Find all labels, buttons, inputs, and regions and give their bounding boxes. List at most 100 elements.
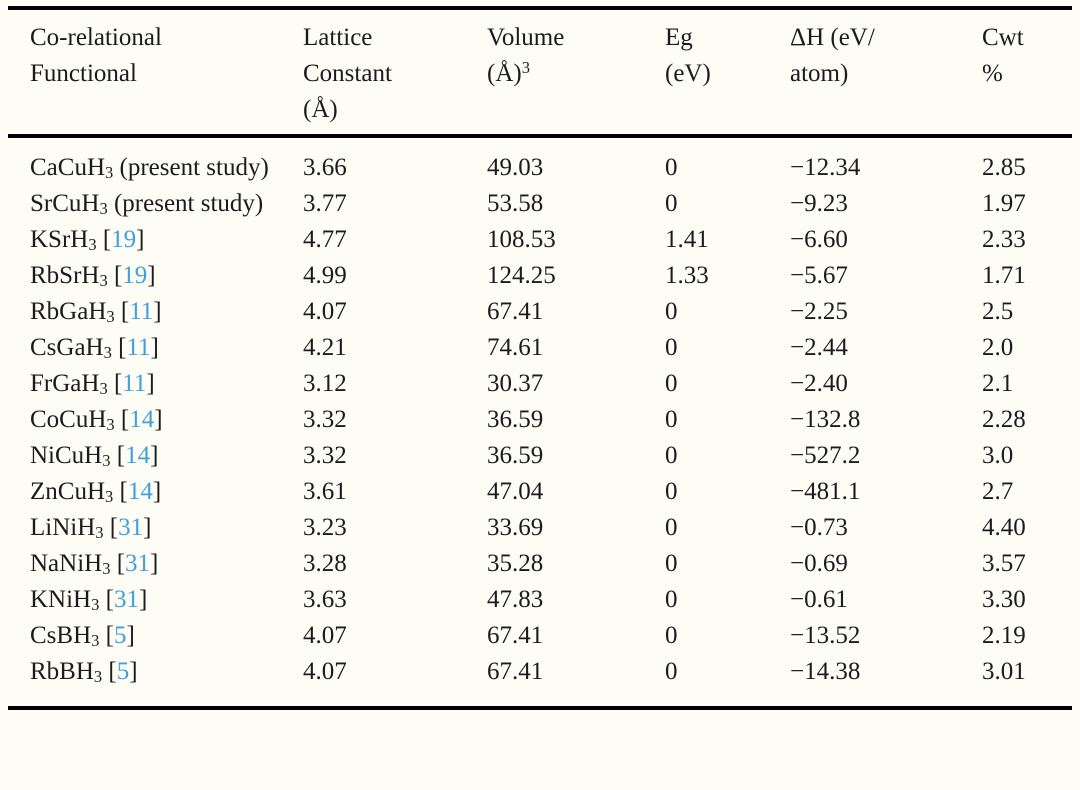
citation-ref[interactable]: 11 (122, 370, 147, 397)
gravimetric-capacity-cell: 2.0 (982, 334, 1014, 361)
gravimetric-capacity-cell: 2.33 (982, 226, 1026, 253)
citation-ref[interactable]: 14 (129, 406, 155, 433)
compound-cell: RbBH3 [5] (8, 654, 303, 708)
header-row: Co-relational Functional Lattice Constan… (8, 8, 1072, 138)
gravimetric-capacity-cell: 1.71 (982, 262, 1026, 289)
band-gap-cell: 0 (665, 658, 678, 685)
compound-formula: FrGaH3 (30, 370, 108, 399)
band-gap-cell: 0 (665, 550, 678, 577)
citation-ref[interactable]: 14 (127, 478, 153, 505)
paper-table-page: Co-relational Functional Lattice Constan… (8, 6, 1072, 710)
data-table: Co-relational Functional Lattice Constan… (8, 6, 1072, 710)
citation-ref[interactable]: 19 (122, 262, 148, 289)
gravimetric-capacity-cell: 3.01 (982, 658, 1026, 685)
compound-formula: CsGaH3 (30, 334, 112, 363)
band-gap-cell: 0 (665, 334, 678, 361)
citation: [31] (116, 550, 159, 577)
formation-enthalpy-cell: −14.38 (790, 658, 861, 685)
formation-enthalpy-cell: −132.8 (790, 406, 861, 433)
header-line: Lattice (303, 24, 373, 51)
formula-subscript: 3 (93, 667, 103, 687)
lattice-constant-cell: 4.07 (303, 298, 347, 325)
citation-ref[interactable]: 19 (111, 226, 137, 253)
citation: [14] (119, 478, 162, 505)
citation: [5] (108, 658, 138, 685)
volume-cell: 67.41 (487, 298, 544, 325)
volume-cell: 53.58 (487, 190, 544, 217)
volume-cell: 108.53 (487, 226, 556, 253)
citation: [19] (113, 262, 156, 289)
table-row: CsGaH3 [11] 4.21 74.61 0 −2.44 2.0 (8, 330, 1072, 366)
table-row: CoCuH3 [14] 3.32 36.59 0 −132.8 2.28 (8, 402, 1072, 438)
formation-enthalpy-cell: −527.2 (790, 442, 861, 469)
citation-ref[interactable]: 11 (129, 298, 154, 325)
header-line: Eg (665, 24, 693, 51)
compound-formula: RbBH3 (30, 658, 103, 687)
compound-formula: RbGaH3 (30, 298, 115, 327)
volume-cell: 47.83 (487, 586, 544, 613)
compound-cell: CsGaH3 [11] (8, 330, 303, 366)
formula-subscript: 3 (91, 631, 100, 651)
formula-subscript: 3 (99, 199, 108, 219)
citation-ref[interactable]: 11 (126, 334, 151, 361)
citation-ref[interactable]: 31 (125, 550, 151, 577)
band-gap-cell: 0 (665, 154, 678, 181)
formation-enthalpy-cell: −481.1 (790, 478, 861, 505)
formation-enthalpy-cell: −0.73 (790, 514, 848, 541)
formula-subscript: 3 (102, 559, 111, 579)
band-gap-cell: 0 (665, 298, 678, 325)
lattice-constant-cell: 4.07 (303, 658, 347, 685)
header-line: (Å) (303, 96, 338, 123)
header-line: % (982, 60, 1003, 87)
gravimetric-capacity-cell: 2.5 (982, 298, 1014, 325)
formation-enthalpy-cell: −0.61 (790, 586, 848, 613)
citation-ref[interactable]: 14 (125, 442, 151, 469)
compound-formula: CaCuH3 (30, 154, 114, 183)
lattice-constant-cell: 3.77 (303, 190, 347, 217)
citation: [14] (116, 442, 159, 469)
citation-ref[interactable]: 5 (113, 622, 127, 649)
table-body: CaCuH3 (present study) 3.66 49.03 0 −12.34 2.… (8, 136, 1072, 708)
citation: [31] (109, 514, 152, 541)
compound-cell: SrCuH3 (present study) (8, 186, 303, 222)
compound-cell: KSrH3 [19] (8, 222, 303, 258)
formation-enthalpy-cell: −2.25 (790, 298, 848, 325)
compound-cell: CsBH3 [5] (8, 618, 303, 654)
compound-formula: SrCuH3 (30, 190, 108, 219)
formation-enthalpy-cell: −12.34 (790, 154, 861, 181)
compound-note: (present study) (107, 190, 264, 217)
volume-cell: 36.59 (487, 406, 544, 433)
formula-subscript: 3 (88, 235, 97, 255)
table-row: CaCuH3 (present study) 3.66 49.03 0 −12.34 2.… (8, 136, 1072, 186)
volume-cell: 35.28 (487, 550, 544, 577)
formation-enthalpy-cell: −6.60 (790, 226, 848, 253)
lattice-constant-cell: 4.21 (303, 334, 347, 361)
header-line: ΔH (eV/ (790, 24, 875, 51)
citation: [11] (120, 298, 162, 325)
citation: [31] (105, 586, 148, 613)
compound-formula: RbSrH3 (30, 262, 108, 291)
volume-unit: (Å) (487, 60, 522, 87)
citation-ref[interactable]: 5 (116, 658, 130, 685)
table-row: RbBH3 [5] 4.07 67.41 0 −14.38 3.01 (8, 654, 1072, 708)
compound-cell: FrGaH3 [11] (8, 366, 303, 402)
band-gap-cell: 0 (665, 406, 678, 433)
compound-cell: CoCuH3 [14] (8, 402, 303, 438)
citation: [11] (118, 334, 159, 361)
gravimetric-capacity-cell: 4.40 (982, 514, 1026, 541)
volume-cell: 36.59 (487, 442, 544, 469)
lattice-constant-cell: 4.77 (303, 226, 347, 253)
header-line: Cwt (982, 24, 1024, 51)
volume-cell: 74.61 (487, 334, 544, 361)
table-row: SrCuH3 (present study) 3.77 53.58 0 −9.23 1.9… (8, 186, 1072, 222)
volume-cell: 49.03 (487, 154, 544, 181)
citation-ref[interactable]: 31 (113, 586, 139, 613)
formula-subscript: 3 (91, 595, 100, 615)
header-line: Co-relational (30, 24, 162, 51)
table-row: ZnCuH3 [14] 3.61 47.04 0 −481.1 2.7 (8, 474, 1072, 510)
citation-ref[interactable]: 31 (118, 514, 144, 541)
band-gap-cell: 1.41 (665, 226, 709, 253)
gravimetric-capacity-cell: 2.1 (982, 370, 1014, 397)
compound-cell: LiNiH3 [31] (8, 510, 303, 546)
lattice-constant-cell: 3.23 (303, 514, 347, 541)
